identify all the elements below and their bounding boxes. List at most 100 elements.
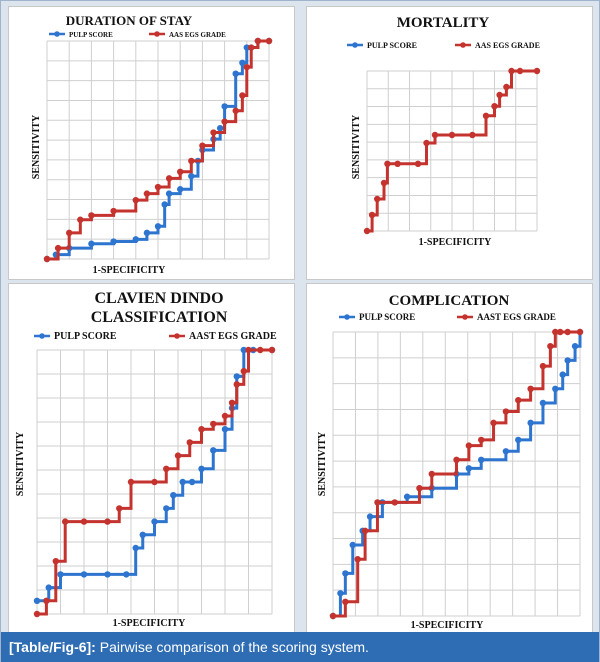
data-point-1 bbox=[490, 419, 497, 427]
data-point-1 bbox=[186, 439, 193, 446]
legend-label-0: PULP SCORE bbox=[69, 31, 113, 39]
data-point-1 bbox=[43, 597, 50, 604]
grid bbox=[332, 331, 581, 617]
data-point-0 bbox=[110, 238, 117, 245]
chart-title: DURATION OF STAY bbox=[66, 13, 193, 28]
chart-duration-of-stay: DURATION OF STAY PULP SCORE AAS EGS GRADE 1… bbox=[31, 13, 273, 276]
data-point-1 bbox=[265, 37, 273, 45]
data-point-1 bbox=[448, 131, 456, 139]
data-point-1 bbox=[165, 175, 173, 182]
legend-marker-1 bbox=[460, 42, 466, 48]
x-axis-label: 1-SPECIFICITY bbox=[113, 618, 187, 629]
data-point-0 bbox=[243, 44, 250, 51]
data-point-1 bbox=[428, 470, 435, 478]
data-point-0 bbox=[502, 448, 510, 455]
data-point-0 bbox=[221, 426, 229, 433]
data-point-0 bbox=[239, 59, 246, 66]
data-point-1 bbox=[221, 412, 229, 420]
data-point-0 bbox=[210, 447, 217, 454]
data-point-1 bbox=[552, 328, 559, 336]
data-point-1 bbox=[527, 385, 534, 392]
data-point-1 bbox=[233, 381, 240, 388]
chart-title: COMPLICATION bbox=[389, 293, 510, 309]
x-axis-label: 1-SPECIFICITY bbox=[411, 620, 485, 631]
data-point-1 bbox=[177, 168, 184, 175]
chart-panel-duration-of-stay: DURATION OF STAY PULP SCORE AAS EGS GRADE 1… bbox=[8, 6, 295, 280]
legend-marker-0 bbox=[39, 333, 45, 339]
data-point-0 bbox=[571, 343, 579, 350]
data-point-1 bbox=[154, 183, 162, 191]
chart-clavien-dindo: CLAVIEN DINDO CLASSIFICATION PULP SCORE AAS… bbox=[15, 290, 277, 629]
caption-tag: [Table/Fig-6]: bbox=[9, 639, 96, 655]
data-point-0 bbox=[154, 223, 162, 230]
data-point-1 bbox=[515, 396, 522, 404]
data-point-1 bbox=[453, 456, 460, 463]
legend-label-1: AAST EGS GRADE bbox=[189, 331, 277, 342]
data-point-1 bbox=[163, 465, 170, 472]
data-point-1 bbox=[33, 610, 41, 618]
data-point-1 bbox=[268, 346, 276, 354]
data-point-1 bbox=[54, 244, 62, 252]
data-point-1 bbox=[539, 362, 547, 370]
data-point-1 bbox=[363, 227, 371, 235]
chart-panel-clavien-dindo: CLAVIEN DINDO CLASSIFICATION PULP SCORE AAS… bbox=[8, 283, 295, 633]
data-point-0 bbox=[349, 541, 356, 549]
data-point-1 bbox=[342, 598, 349, 605]
data-point-0 bbox=[188, 478, 196, 486]
data-point-0 bbox=[45, 584, 52, 591]
data-point-1 bbox=[380, 179, 388, 187]
data-point-1 bbox=[329, 612, 337, 620]
data-point-0 bbox=[342, 570, 349, 577]
data-point-1 bbox=[143, 190, 151, 197]
legend-marker-1 bbox=[174, 333, 180, 339]
data-point-1 bbox=[557, 328, 564, 336]
data-point-1 bbox=[52, 558, 59, 565]
data-point-1 bbox=[221, 118, 228, 125]
data-point-1 bbox=[478, 436, 485, 444]
data-point-1 bbox=[198, 426, 205, 433]
data-point-1 bbox=[416, 485, 423, 492]
data-point-0 bbox=[552, 385, 559, 392]
data-point-1 bbox=[257, 346, 264, 354]
data-point-1 bbox=[248, 44, 255, 51]
y-axis-label: SENSITIVITY bbox=[15, 431, 26, 496]
chart-panel-mortality: MORTALITY PULP SCORE AAS EGS GRADE 1-SPECIF… bbox=[306, 6, 593, 280]
data-point-1 bbox=[414, 160, 422, 167]
chart-complication: COMPLICATION PULP SCORE AAST EGS GRADE 1-SP… bbox=[317, 293, 584, 631]
data-point-1 bbox=[368, 211, 376, 219]
data-point-1 bbox=[502, 408, 510, 415]
data-point-1 bbox=[374, 499, 381, 506]
data-point-1 bbox=[354, 556, 361, 563]
data-point-0 bbox=[139, 531, 146, 538]
data-point-1 bbox=[516, 67, 524, 75]
figure-caption: [Table/Fig-6]: Pairwise comparison of th… bbox=[1, 632, 599, 662]
legend-marker-0 bbox=[352, 42, 358, 48]
data-point-0 bbox=[132, 236, 139, 243]
data-point-1 bbox=[394, 160, 401, 167]
data-point-0 bbox=[233, 373, 240, 380]
data-point-0 bbox=[216, 125, 224, 132]
data-point-0 bbox=[132, 544, 139, 552]
data-point-1 bbox=[240, 367, 247, 375]
legend-label-0: PULP SCORE bbox=[367, 41, 417, 50]
y-axis-label: SENSITIVITY bbox=[317, 431, 328, 496]
data-point-1 bbox=[210, 129, 217, 136]
data-point-1 bbox=[508, 67, 515, 75]
y-axis-label: SENSITIVITY bbox=[31, 114, 42, 179]
chart-title-line-1: CLAVIEN DINDO bbox=[94, 290, 223, 307]
data-point-1 bbox=[533, 67, 541, 75]
grid bbox=[366, 70, 538, 232]
data-point-1 bbox=[469, 131, 476, 139]
y-axis-label: SENSITIVITY bbox=[351, 114, 362, 179]
data-point-0 bbox=[143, 229, 151, 237]
legend-marker-0 bbox=[54, 31, 60, 37]
data-point-1 bbox=[465, 442, 473, 449]
data-point-0 bbox=[88, 240, 95, 247]
data-point-1 bbox=[62, 518, 69, 525]
data-point-0 bbox=[198, 465, 205, 472]
data-point-1 bbox=[482, 112, 490, 120]
legend-label-0: PULP SCORE bbox=[54, 331, 117, 342]
data-point-0 bbox=[478, 456, 485, 463]
x-axis-label: 1-SPECIFICITY bbox=[93, 265, 167, 276]
